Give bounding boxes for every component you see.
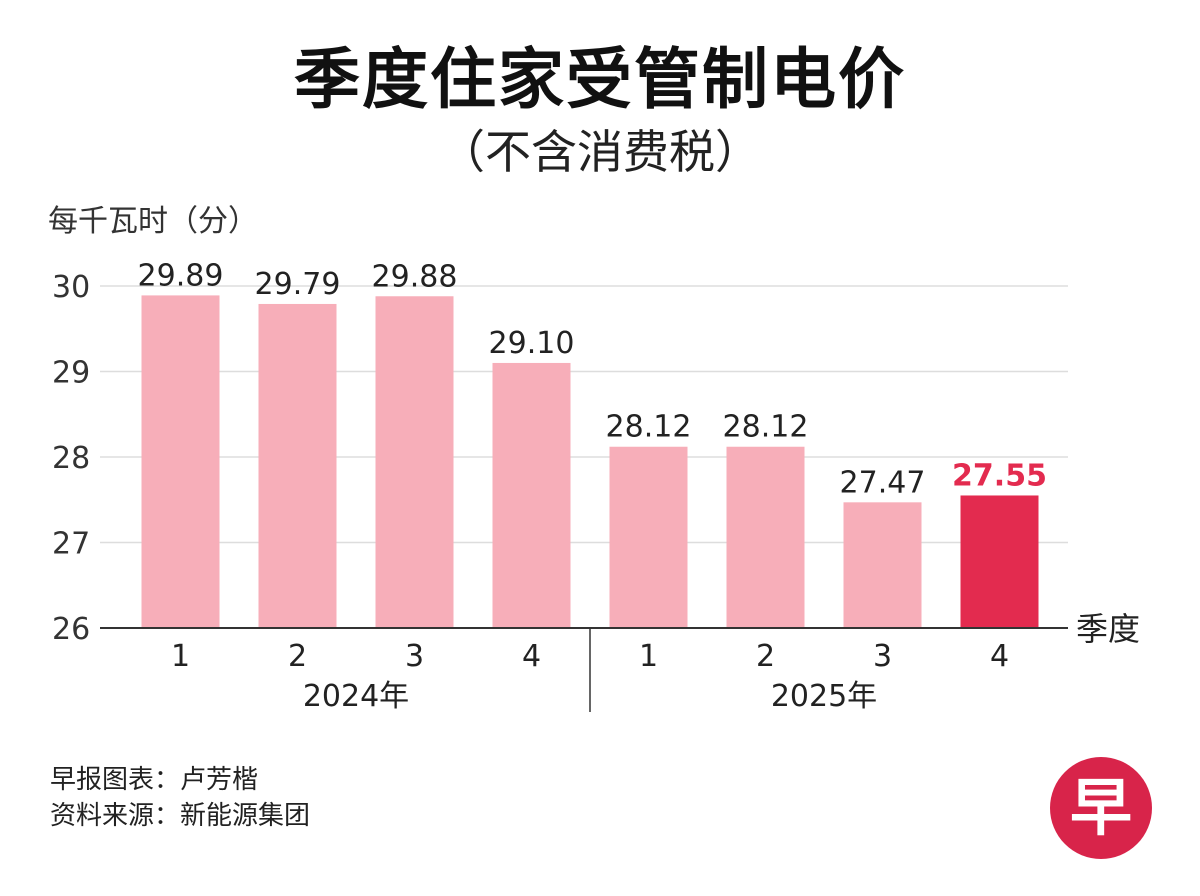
group-label: 2024年 [303, 679, 409, 714]
x-tick-label: 1 [639, 639, 658, 674]
bar [375, 296, 454, 628]
bar-value-label: 27.55 [952, 458, 1047, 493]
bar [726, 446, 805, 628]
x-tick-label: 3 [873, 639, 892, 674]
bar [492, 362, 571, 628]
bar-value-label: 27.47 [840, 465, 926, 500]
bar [141, 295, 220, 628]
footer-credit: 早报图表：卢芳楷 [50, 765, 259, 795]
chart-title: 季度住家受管制电价 [294, 41, 906, 118]
x-tick-label: 4 [990, 639, 1009, 674]
chart-subtitle: （不含消费税） [439, 125, 761, 179]
x-tick-label: 2 [756, 639, 775, 674]
footer-source: 资料来源：新能源集团 [50, 801, 311, 831]
zaobao-logo-icon: 早 [1050, 757, 1152, 859]
bar-value-label: 28.12 [723, 410, 809, 445]
bar-value-label: 29.88 [372, 259, 458, 294]
bar [609, 446, 688, 628]
bar-value-label: 29.10 [489, 326, 575, 361]
y-axis-label: 每千瓦时（分） [48, 204, 258, 239]
y-tick-label: 28 [52, 441, 90, 476]
x-tick-label: 4 [522, 639, 541, 674]
bar-value-label: 29.89 [138, 258, 224, 293]
group-label: 2025年 [771, 679, 877, 714]
bar-value-label: 29.79 [255, 267, 341, 302]
x-tick-label: 2 [288, 639, 307, 674]
logo-text: 早 [1069, 771, 1132, 844]
x-tick-label: 1 [171, 639, 190, 674]
y-tick-label: 29 [52, 356, 90, 391]
bar [960, 495, 1039, 628]
y-tick-label: 26 [52, 612, 90, 647]
y-tick-label: 27 [52, 527, 90, 562]
bar-value-label: 28.12 [606, 410, 692, 445]
bar [843, 502, 922, 628]
chart-footer: 早报图表：卢芳楷 资料来源：新能源集团 [50, 762, 310, 834]
x-axis-label: 季度 [1076, 610, 1140, 648]
y-tick-label: 30 [52, 270, 90, 305]
bar [258, 303, 337, 628]
x-tick-label: 3 [405, 639, 424, 674]
